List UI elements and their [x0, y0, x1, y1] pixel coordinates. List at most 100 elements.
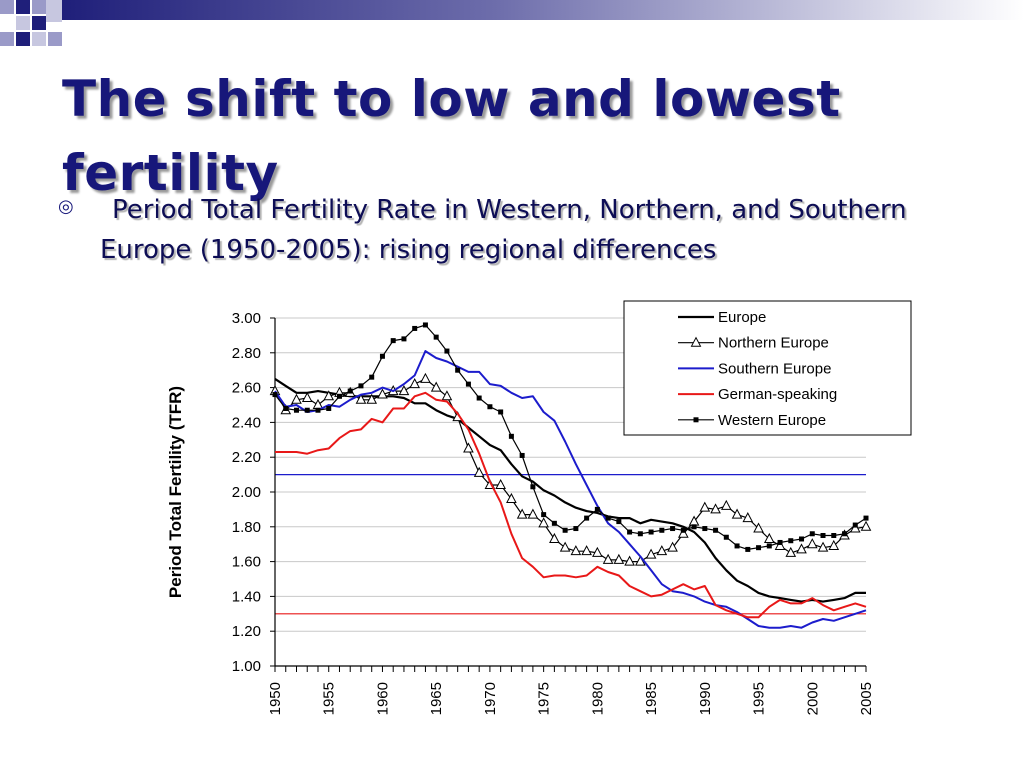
data-point-northern-europe [699, 501, 711, 512]
bullet-item: ◎ Period Total Fertility Rate in Western… [58, 190, 958, 270]
data-point-western-europe [358, 383, 364, 389]
data-point-northern-europe [667, 541, 678, 552]
x-tick-label: 1965 [428, 682, 445, 715]
data-point-northern-europe [677, 527, 689, 538]
data-point-northern-europe [420, 372, 431, 383]
data-point-northern-europe [774, 539, 786, 550]
deco-square [32, 0, 46, 14]
data-point-northern-europe [624, 555, 635, 566]
data-point-western-europe [777, 539, 783, 545]
data-point-northern-europe [710, 503, 721, 514]
data-point-northern-europe [409, 378, 421, 389]
x-tick-label: 1980 [589, 682, 606, 715]
data-point-western-europe [369, 374, 375, 380]
data-point-western-europe [293, 407, 299, 413]
y-axis-label: Period Total Fertility (TFR) [166, 386, 185, 598]
data-point-western-europe [691, 524, 697, 530]
data-point-northern-europe [430, 381, 442, 392]
data-point-western-europe [326, 405, 332, 411]
series-line-german-speaking [275, 391, 867, 619]
data-point-western-europe [336, 393, 342, 399]
data-point-western-europe [283, 405, 289, 411]
data-point-northern-europe [645, 548, 657, 559]
deco-square [48, 32, 62, 46]
x-tick-label: 1950 [267, 682, 284, 715]
data-point-northern-europe [506, 492, 517, 503]
target-bullet-icon: ◎ [58, 196, 74, 217]
data-point-western-europe [605, 515, 611, 521]
data-point-western-europe [584, 515, 590, 521]
data-point-western-europe [809, 531, 815, 537]
deco-square [16, 0, 30, 14]
bullet-text: Period Total Fertility Rate in Western, … [100, 195, 907, 265]
legend-item-western-europe: Western Europe [678, 412, 826, 429]
y-tick-label: 1.40 [232, 588, 261, 605]
data-point-northern-europe [796, 543, 807, 554]
x-tick-label: 1970 [482, 682, 499, 715]
legend-marker [690, 336, 702, 347]
data-point-western-europe [498, 409, 504, 415]
legend-item-german-speaking: German-speaking [678, 386, 837, 403]
legend-label: German-speaking [718, 386, 837, 403]
deco-square [0, 0, 14, 14]
data-point-western-europe [863, 515, 869, 521]
legend-label: Northern Europe [718, 335, 829, 352]
data-point-northern-europe [398, 385, 410, 396]
data-point-northern-europe [742, 512, 754, 523]
series-line-southern-europe [274, 350, 867, 629]
data-point-northern-europe [731, 508, 743, 519]
legend-item-northern-europe: Northern Europe [678, 335, 829, 352]
deco-square [0, 32, 14, 46]
data-point-northern-europe [785, 546, 797, 557]
x-tick-label: 1975 [536, 682, 553, 715]
data-point-western-europe [594, 506, 600, 512]
x-tick-label: 1960 [374, 682, 391, 715]
data-point-northern-europe [473, 466, 485, 477]
data-point-western-europe [723, 534, 729, 540]
data-point-western-europe [659, 527, 665, 533]
data-point-northern-europe [355, 393, 367, 404]
x-tick-label: 2000 [804, 682, 821, 715]
slide-title: The shift to low and lowest fertility [62, 70, 841, 202]
data-point-northern-europe [656, 545, 668, 556]
data-point-western-europe [315, 407, 321, 413]
legend-marker [693, 417, 699, 423]
data-point-northern-europe [495, 478, 506, 490]
data-point-western-europe [347, 388, 353, 394]
data-point-northern-europe [549, 532, 560, 543]
data-point-western-europe [713, 527, 719, 533]
y-tick-label: 1.00 [232, 658, 261, 675]
y-tick-label: 2.80 [232, 345, 261, 362]
data-point-northern-europe [592, 546, 603, 557]
y-tick-label: 1.20 [232, 623, 261, 640]
data-point-western-europe [401, 336, 407, 342]
corner-decoration [0, 0, 1024, 46]
deco-square [32, 32, 46, 46]
data-point-western-europe [379, 353, 385, 359]
data-point-northern-europe [613, 553, 625, 564]
data-point-western-europe [745, 546, 751, 552]
data-point-western-europe [788, 538, 794, 544]
data-point-northern-europe [849, 522, 861, 533]
x-tick-label: 2005 [858, 682, 875, 715]
series-line-europe [274, 377, 866, 603]
data-point-northern-europe [860, 520, 872, 531]
data-point-northern-europe [581, 545, 592, 556]
x-tick-label: 1995 [751, 682, 768, 715]
data-point-northern-europe [527, 508, 539, 519]
data-point-western-europe [616, 519, 622, 525]
data-point-western-europe [766, 543, 772, 549]
y-tick-label: 2.60 [232, 380, 261, 397]
data-point-northern-europe [720, 499, 732, 510]
y-tick-label: 1.60 [232, 554, 261, 571]
data-point-western-europe [272, 392, 278, 398]
data-point-western-europe [508, 433, 514, 439]
deco-square [16, 16, 30, 30]
data-point-northern-europe [753, 522, 764, 533]
data-point-western-europe [734, 543, 740, 549]
data-point-northern-europe [828, 539, 840, 550]
legend-label: Southern Europe [718, 360, 831, 377]
deco-square [32, 16, 46, 30]
data-point-northern-europe [538, 517, 549, 528]
data-point-western-europe [820, 533, 826, 538]
